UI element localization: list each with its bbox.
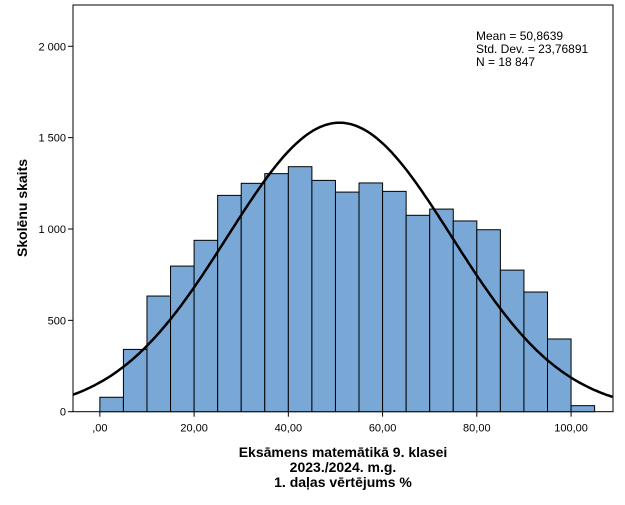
histogram-bar	[429, 208, 454, 413]
histogram-bar	[240, 182, 266, 413]
y-tick-label: 0	[60, 407, 66, 419]
x-tick-label: ,00	[92, 423, 107, 435]
histogram-bar	[523, 291, 549, 413]
histogram-bar	[476, 229, 501, 413]
y-tick-label: 1 500	[38, 133, 66, 145]
histogram-bar	[499, 269, 525, 413]
histogram-bar	[217, 194, 242, 413]
y-axis-title: Skolēnu skaits	[14, 159, 30, 257]
x-axis-title-line-1: Eksāmens matemātikā 9. klasei	[239, 444, 448, 460]
histogram-bar	[146, 295, 172, 413]
stat-mean: Mean = 50,8639	[476, 29, 563, 43]
stat-n: N = 18 847	[476, 55, 535, 69]
x-tick-label: 40,00	[275, 423, 303, 435]
normal-curve	[72, 121, 613, 399]
x-tick-label: 20,00	[180, 423, 208, 435]
histogram-bar	[334, 191, 360, 413]
y-tick-label: 500	[48, 315, 66, 327]
x-tick-label: 60,00	[369, 423, 397, 435]
stat-std-dev: Std. Dev. = 23,76891	[476, 42, 589, 56]
histogram-bar	[570, 405, 596, 413]
histogram-bar	[405, 214, 431, 413]
histogram-bar	[264, 173, 289, 413]
histogram-bar	[382, 190, 407, 413]
histogram-bar	[547, 338, 572, 413]
x-axis-title-line-2: 2023./2024. m.g.	[290, 459, 397, 475]
y-tick-label: 1 000	[38, 224, 66, 236]
histogram-bar	[99, 396, 124, 413]
histogram-bar	[311, 179, 336, 413]
histogram-bar	[193, 239, 219, 413]
histogram-bar	[122, 348, 148, 413]
x-tick-label: 100,00	[554, 423, 588, 435]
x-tick-label: 80,00	[463, 423, 491, 435]
x-axis-title-line-3: 1. daļas vērtējums %	[274, 474, 412, 490]
histogram-bar	[358, 182, 384, 413]
histogram-bar	[452, 220, 478, 413]
histogram-bar	[287, 166, 313, 413]
histogram-bar	[170, 265, 195, 413]
y-tick-label: 2 000	[38, 41, 66, 53]
